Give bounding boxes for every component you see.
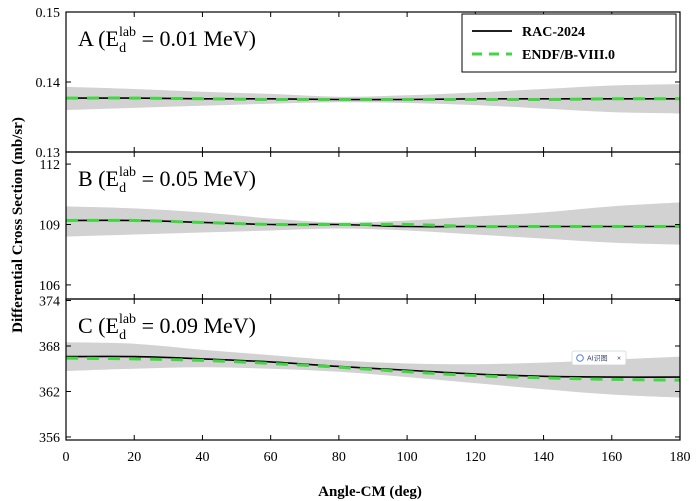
panel-label-superscript: lab	[119, 25, 136, 40]
legend: RAC-2024 ENDF/B-VIII.0	[461, 13, 677, 73]
panel-label: B (Elab d = 0.05 MeV)	[78, 165, 256, 196]
panel-label-suffix: = 0.09 MeV)	[136, 313, 256, 338]
panel-a: 0.13 0.14 0.15 A (Elab d = 0.01 MeV)	[36, 6, 681, 161]
ai-badge[interactable]: AI识图 ×	[571, 350, 627, 366]
x-axis-label: Angle-CM (deg)	[318, 484, 422, 500]
y-tick-label: 106	[39, 279, 60, 294]
y-tick-label: 374	[39, 295, 60, 310]
panel-label: C (Elab d = 0.09 MeV)	[78, 312, 256, 343]
panel-frame	[65, 298, 681, 441]
panel-label-superscript: lab	[119, 165, 136, 180]
series-line-rac-2024	[66, 355, 680, 378]
panel-label-suffix: = 0.01 MeV)	[136, 26, 256, 51]
ai-badge-box[interactable]	[571, 350, 627, 366]
y-tick-label: 0.14	[36, 76, 61, 91]
y-tick-label: 362	[39, 385, 60, 400]
y-tick-label: 0.15	[36, 6, 61, 21]
series-line-endf-b-viii-0	[66, 218, 680, 229]
ai-badge-label: AI识图	[587, 355, 608, 363]
uncertainty-band	[66, 202, 680, 245]
y-axis-label: Differential Cross Section (mb/sr)	[10, 117, 26, 333]
panel-label: A (Elab d = 0.01 MeV)	[78, 25, 256, 56]
ai-badge-close-icon[interactable]: ×	[617, 356, 621, 363]
panel-label-superscript: lab	[119, 312, 136, 327]
y-tick-label: 356	[39, 431, 60, 446]
panels-layer: 0.130.140.15A (Elab d = 0.01 MeV)10610911…	[36, 6, 681, 446]
legend-entry-label: ENDF/B-VIII.0	[522, 48, 615, 63]
panel-plot-area	[66, 342, 680, 398]
x-tick-label: 0	[63, 450, 70, 465]
x-tick-label: 140	[533, 450, 554, 465]
x-tick-label: 40	[195, 450, 209, 465]
panel-label-prefix: C (E	[78, 313, 119, 338]
panel-label-suffix: = 0.05 MeV)	[136, 166, 256, 191]
uncertainty-band	[66, 342, 680, 398]
panel-plot-area	[66, 202, 680, 245]
panel-label-subscript: d	[119, 41, 126, 56]
panel-c: 356 362 368 374 C (Elab d = 0.09 MeV)	[39, 295, 681, 446]
ai-badge-icon	[576, 354, 584, 362]
legend-entry-label: RAC-2024	[522, 25, 585, 40]
y-tick-label: 368	[39, 340, 60, 355]
x-tick-label: 20	[127, 450, 141, 465]
panel-plot-area	[66, 84, 680, 114]
panel-label-prefix: A (E	[78, 26, 119, 51]
x-tick-label: 120	[465, 450, 486, 465]
x-tick-label: 180	[670, 450, 691, 465]
legend-box	[461, 13, 677, 73]
x-tick-label: 60	[264, 450, 278, 465]
y-tick-label: 109	[39, 218, 60, 233]
series-line-endf-b-viii-0	[66, 356, 680, 382]
x-axis: 0 20 40 60 80 100 120 140 160 180	[63, 450, 691, 465]
panel-label-subscript: d	[119, 181, 126, 196]
x-tick-label: 160	[601, 450, 622, 465]
panel-b: 106 109 112 B (Elab d = 0.05 MeV)	[39, 151, 681, 300]
x-tick-label: 100	[397, 450, 418, 465]
y-tick-label: 112	[40, 158, 60, 173]
panel-label-subscript: d	[119, 328, 126, 343]
x-tick-label: 80	[332, 450, 346, 465]
panel-label-prefix: B (E	[78, 166, 119, 191]
y-tick-label: 0.13	[36, 146, 61, 161]
series-line-endf-b-viii-0	[66, 96, 680, 102]
